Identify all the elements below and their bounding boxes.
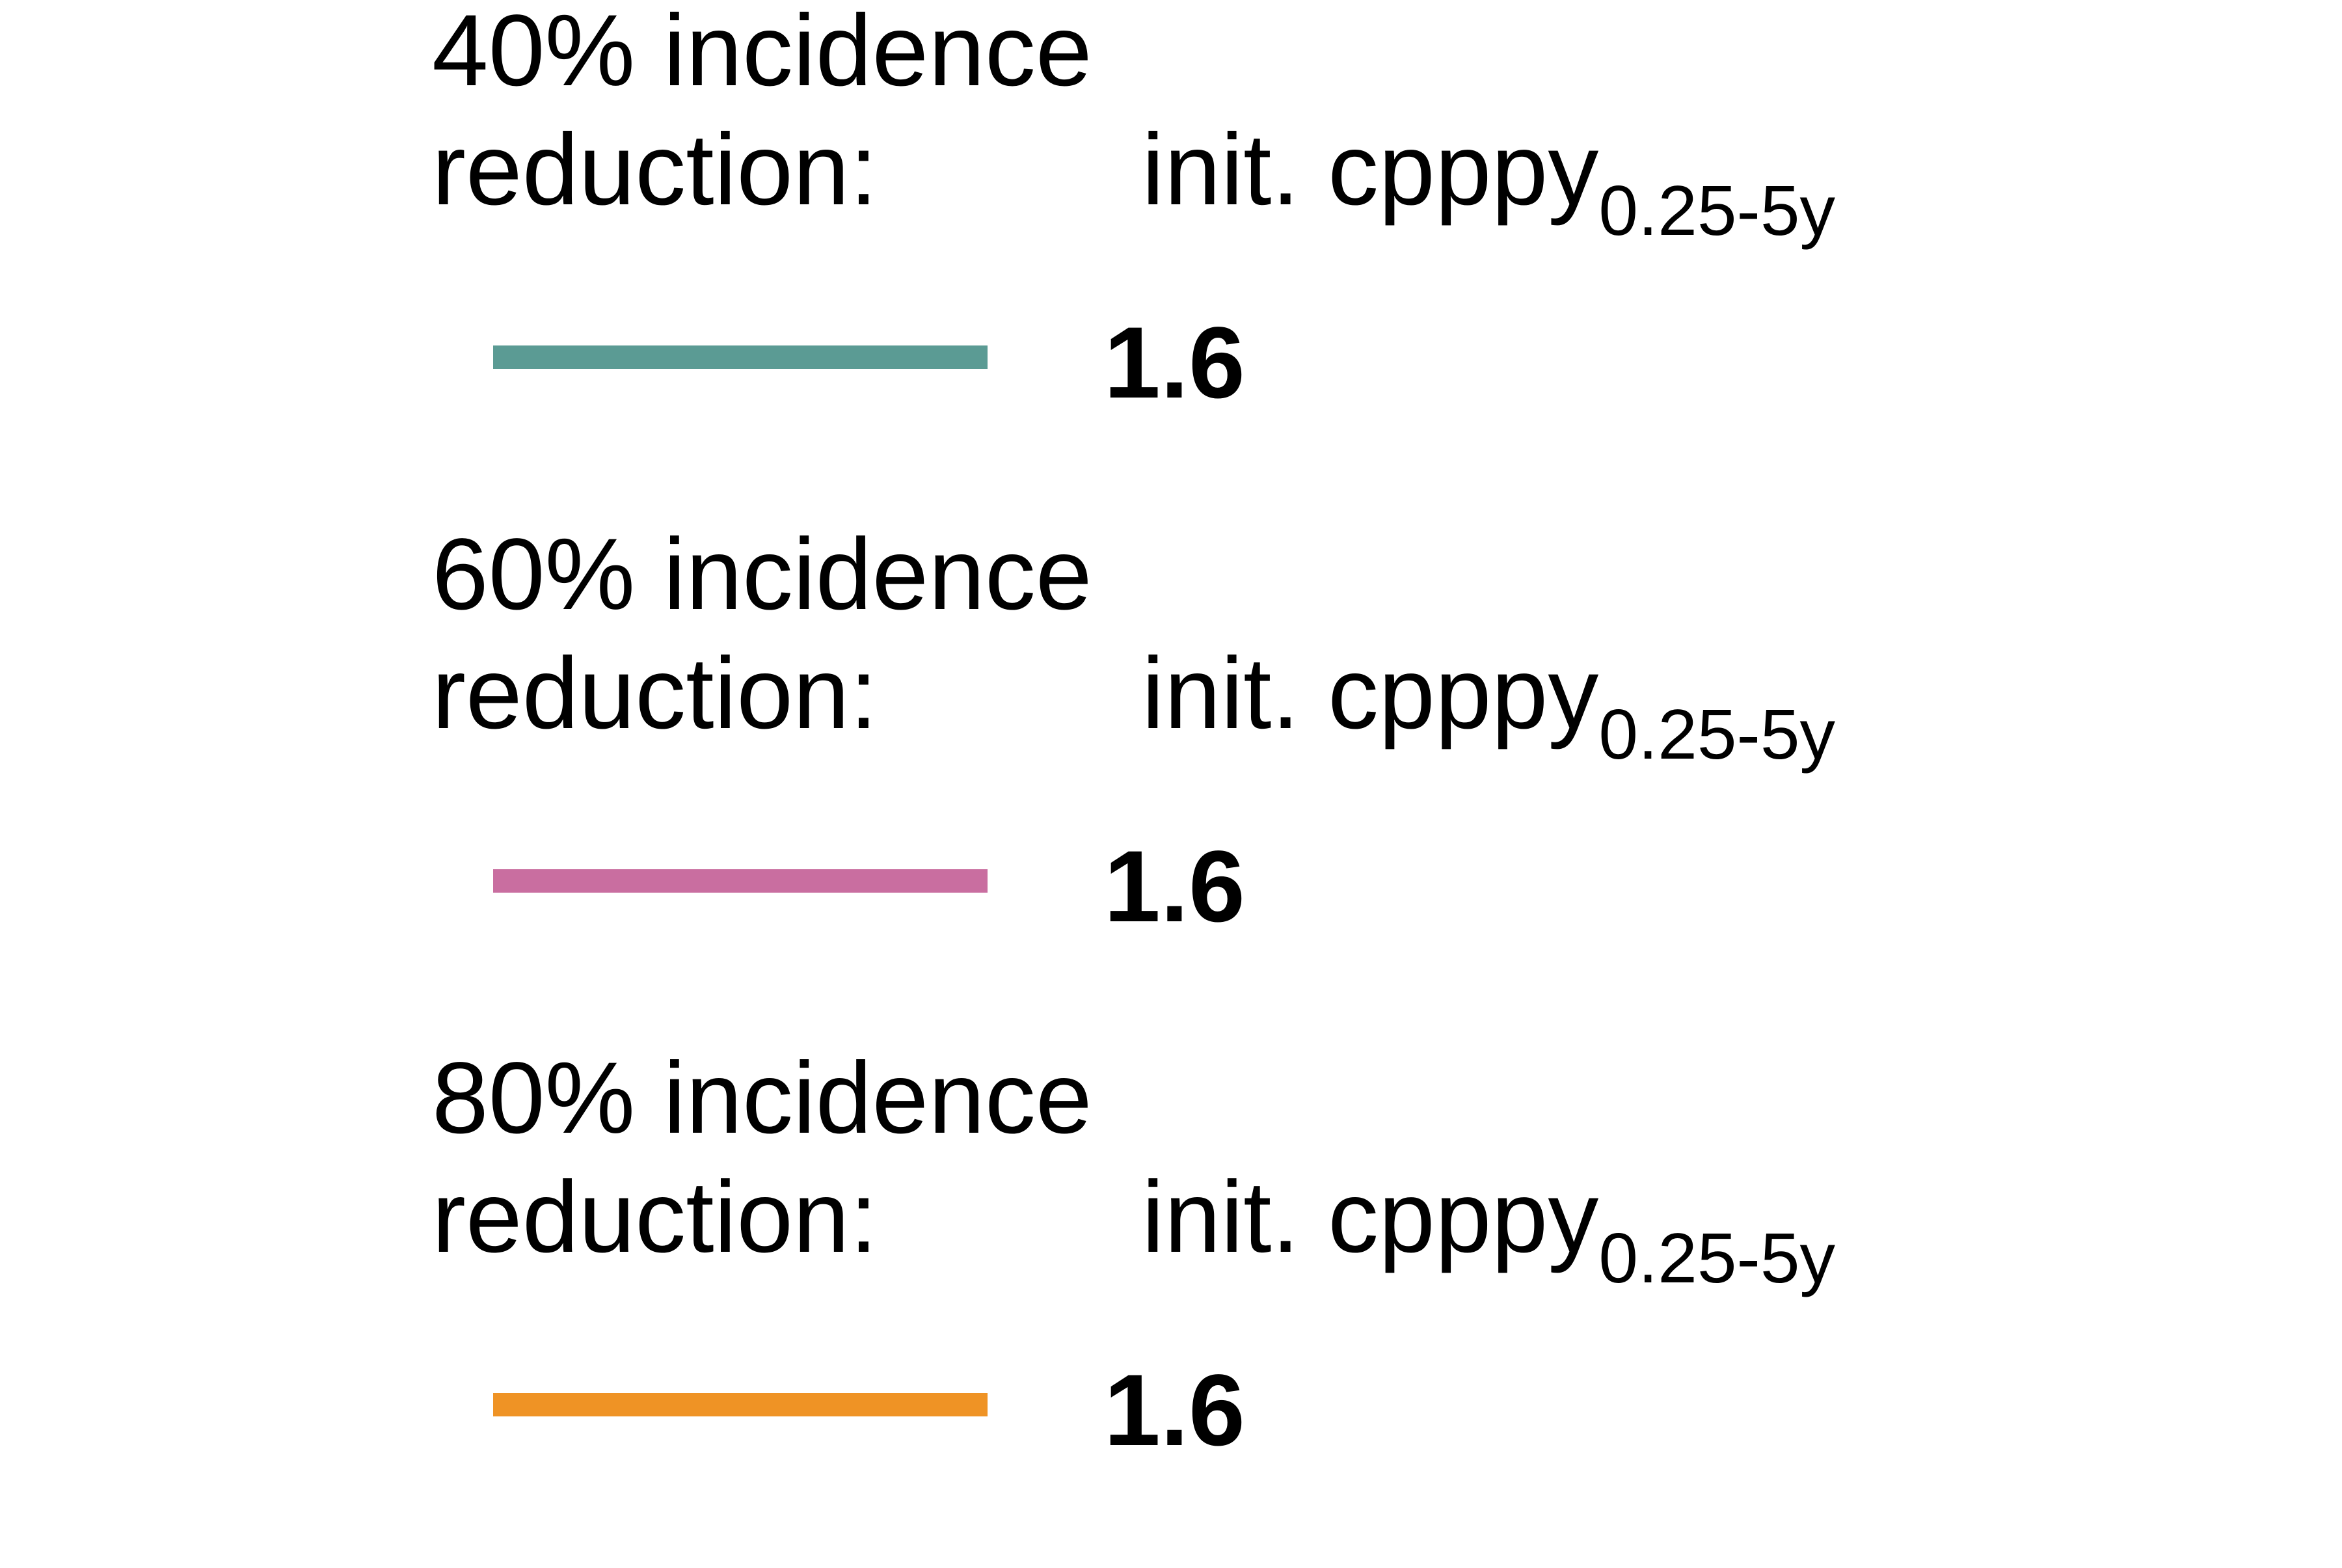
metric-main-text: init. cpppy [1142, 1161, 1599, 1274]
metric-subscript: 0.25-5y [1598, 1218, 1835, 1298]
metric-subscript: 0.25-5y [1598, 694, 1835, 774]
legend-entry-title-line2: reduction: [432, 1161, 878, 1274]
legend-entry-40: 40% incidence reduction: init. cpppy0.25… [0, 0, 2342, 520]
legend-entry-value: 1.6 [1104, 830, 1245, 943]
legend-line-swatch [493, 1393, 988, 1416]
legend-entry-metric-label: init. cpppy0.25-5y [1142, 643, 1835, 770]
legend-entry-80: 80% incidence reduction: init. cpppy0.25… [0, 1048, 2342, 1568]
legend-entry-title-line2: reduction: [432, 637, 878, 750]
legend-line-swatch [493, 345, 988, 369]
legend-entry-metric-label: init. cpppy0.25-5y [1142, 119, 1835, 246]
legend-entry-value: 1.6 [1104, 1354, 1245, 1467]
legend-line-swatch [493, 869, 988, 893]
metric-main-text: init. cpppy [1142, 113, 1599, 226]
metric-subscript: 0.25-5y [1598, 170, 1835, 250]
legend-entry-60: 60% incidence reduction: init. cpppy0.25… [0, 524, 2342, 1044]
legend-entry-title-line1: 80% incidence [432, 1042, 1092, 1155]
metric-main-text: init. cpppy [1142, 637, 1599, 750]
legend-entry-title-line2: reduction: [432, 113, 878, 226]
legend-entry-value: 1.6 [1104, 306, 1245, 420]
legend-entry-title-line1: 40% incidence [432, 0, 1092, 107]
legend-entry-metric-label: init. cpppy0.25-5y [1142, 1167, 1835, 1293]
legend-entry-title-line1: 60% incidence [432, 518, 1092, 631]
